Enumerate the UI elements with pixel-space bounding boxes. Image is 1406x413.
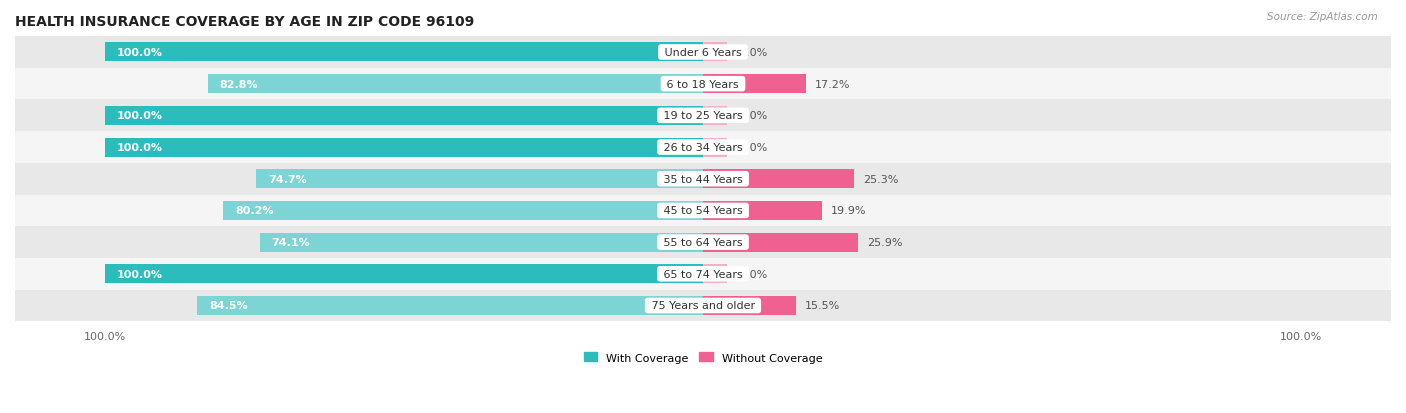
Text: 0.0%: 0.0% xyxy=(740,111,768,121)
Bar xyxy=(15,290,1391,322)
Text: 82.8%: 82.8% xyxy=(219,79,259,90)
Bar xyxy=(703,202,823,221)
Text: 75 Years and older: 75 Years and older xyxy=(648,301,758,311)
Bar xyxy=(104,265,703,284)
Text: Under 6 Years: Under 6 Years xyxy=(661,48,745,58)
Bar xyxy=(703,43,727,62)
Bar xyxy=(15,258,1391,290)
Text: 65 to 74 Years: 65 to 74 Years xyxy=(659,269,747,279)
Legend: With Coverage, Without Coverage: With Coverage, Without Coverage xyxy=(579,348,827,367)
Text: HEALTH INSURANCE COVERAGE BY AGE IN ZIP CODE 96109: HEALTH INSURANCE COVERAGE BY AGE IN ZIP … xyxy=(15,15,474,29)
Bar xyxy=(703,138,727,157)
Text: 15.5%: 15.5% xyxy=(804,301,839,311)
Text: 100.0%: 100.0% xyxy=(1279,331,1323,341)
Bar xyxy=(15,195,1391,227)
Text: 0.0%: 0.0% xyxy=(740,142,768,153)
Bar xyxy=(197,296,703,315)
Bar xyxy=(703,170,855,189)
Text: 17.2%: 17.2% xyxy=(815,79,851,90)
Text: 6 to 18 Years: 6 to 18 Years xyxy=(664,79,742,90)
Bar xyxy=(104,43,703,62)
Bar xyxy=(104,107,703,126)
Bar xyxy=(208,75,703,94)
Bar xyxy=(15,227,1391,258)
Bar xyxy=(104,138,703,157)
Text: 55 to 64 Years: 55 to 64 Years xyxy=(659,237,747,247)
Text: 19.9%: 19.9% xyxy=(831,206,866,216)
Bar xyxy=(15,69,1391,100)
Text: 26 to 34 Years: 26 to 34 Years xyxy=(659,142,747,153)
Text: 100.0%: 100.0% xyxy=(83,331,127,341)
Text: 80.2%: 80.2% xyxy=(235,206,274,216)
Bar xyxy=(15,132,1391,164)
Bar xyxy=(256,170,703,189)
Bar xyxy=(224,202,703,221)
Text: 100.0%: 100.0% xyxy=(117,111,163,121)
Text: 25.3%: 25.3% xyxy=(863,174,898,184)
Bar xyxy=(15,100,1391,132)
Text: 74.7%: 74.7% xyxy=(269,174,307,184)
Bar xyxy=(703,265,727,284)
Text: 100.0%: 100.0% xyxy=(117,48,163,58)
Text: 74.1%: 74.1% xyxy=(271,237,311,247)
Bar xyxy=(703,75,806,94)
Bar xyxy=(260,233,703,252)
Text: Source: ZipAtlas.com: Source: ZipAtlas.com xyxy=(1267,12,1378,22)
Bar xyxy=(703,233,858,252)
Text: 19 to 25 Years: 19 to 25 Years xyxy=(659,111,747,121)
Text: 0.0%: 0.0% xyxy=(740,48,768,58)
Text: 84.5%: 84.5% xyxy=(209,301,247,311)
Text: 100.0%: 100.0% xyxy=(117,142,163,153)
Bar xyxy=(703,107,727,126)
Text: 0.0%: 0.0% xyxy=(740,269,768,279)
Bar xyxy=(15,37,1391,69)
Text: 35 to 44 Years: 35 to 44 Years xyxy=(659,174,747,184)
Text: 45 to 54 Years: 45 to 54 Years xyxy=(659,206,747,216)
Bar xyxy=(703,296,796,315)
Text: 100.0%: 100.0% xyxy=(117,269,163,279)
Text: 25.9%: 25.9% xyxy=(868,237,903,247)
Bar xyxy=(15,164,1391,195)
